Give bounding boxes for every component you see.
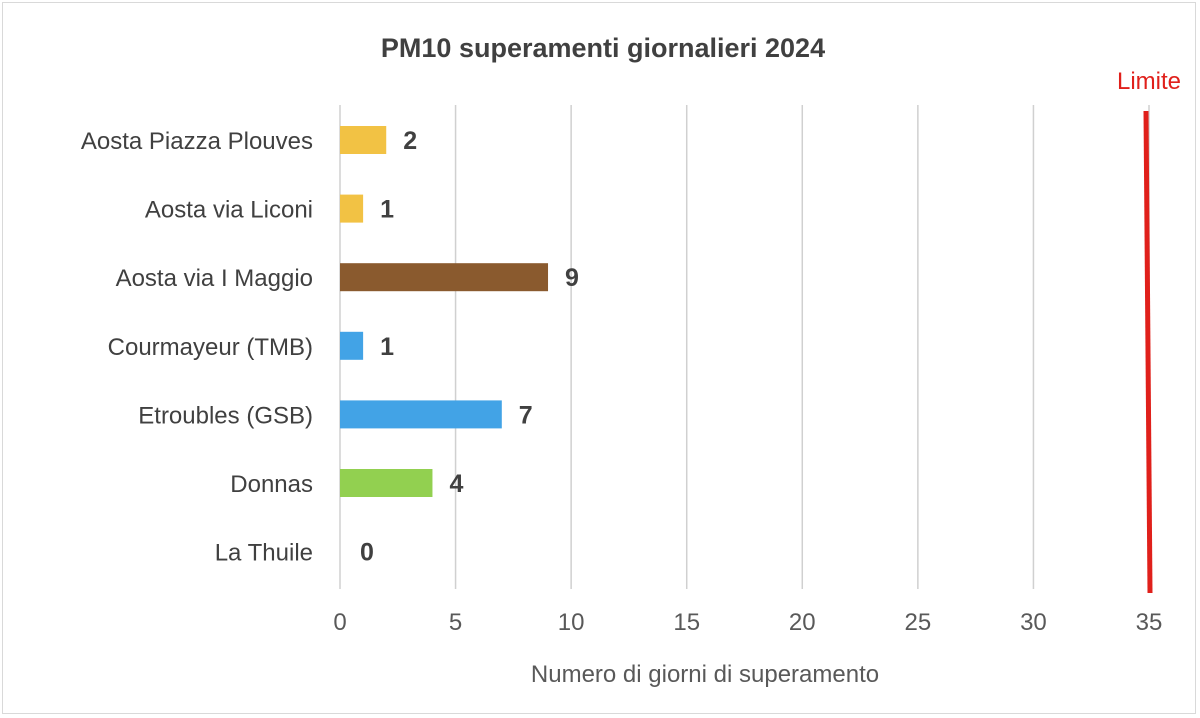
bar [340,194,364,223]
grid-lines [339,105,1150,589]
limit-marker: Limite [1117,68,1181,594]
value-label: 0 [360,539,374,567]
value-label: 1 [380,196,394,224]
category-labels: Aosta Piazza Plouves Aosta via Liconi Aost… [81,128,313,567]
category-label: Etroubles (GSB) [138,402,313,429]
bar [340,126,387,154]
x-tick-label: 0 [333,609,346,636]
x-tick-label: 30 [1020,609,1047,636]
x-tick-label: 35 [1136,609,1163,636]
x-tick-label: 20 [789,609,816,636]
x-axis-title: Numero di giorni di superamento [531,661,879,688]
bar [340,400,502,429]
value-label: 9 [565,264,579,292]
category-label: Donnas [230,471,313,498]
category-label: Courmayeur (TMB) [108,334,313,361]
category-label: Aosta via Liconi [145,197,313,224]
bars [340,126,549,497]
category-label: Aosta Piazza Plouves [81,128,313,155]
value-label: 4 [449,470,463,498]
bar [340,469,433,497]
limit-label: Limite [1117,68,1181,95]
x-tick-label: 15 [673,609,700,636]
value-label: 7 [519,401,533,429]
value-label: 2 [403,127,417,155]
chart-title: PM10 superamenti giornalieri 2024 [381,33,825,63]
x-axis: 0 5 10 15 20 25 30 35 [333,609,1162,636]
limit-line [1143,110,1153,594]
value-label: 1 [380,333,394,361]
x-tick-label: 10 [558,609,585,636]
bar [340,263,549,292]
x-tick-label: 25 [905,609,932,636]
category-label: La Thuile [215,540,313,567]
bar-chart: PM10 superamenti giornalieri 2024 0 5 10 15… [81,33,1181,688]
category-label: Aosta via I Maggio [116,265,313,292]
bar [340,331,364,360]
x-tick-label: 5 [449,609,462,636]
